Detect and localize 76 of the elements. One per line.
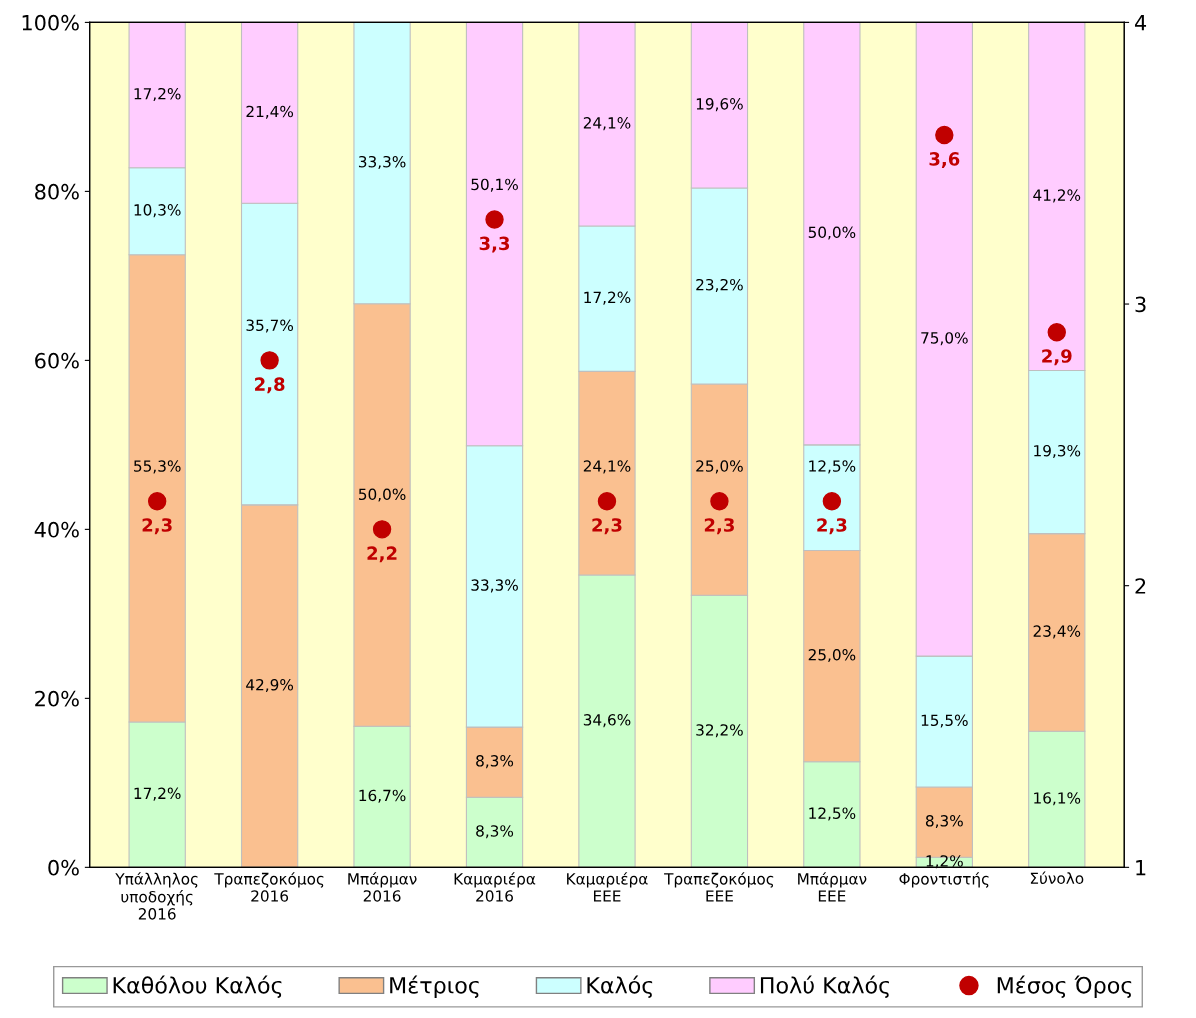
data-label: 1,2% bbox=[926, 855, 963, 869]
data-label: 2,3 bbox=[592, 518, 622, 535]
x-tick-label: Σύνολο bbox=[1030, 871, 1084, 885]
data-label: 41,2% bbox=[1033, 189, 1081, 203]
data-label: 8,3% bbox=[925, 815, 963, 829]
x-tick-label: Καμαριέρα ΕΕΕ bbox=[567, 872, 648, 902]
x-tick-label: Υπάλληλος υποδοχής 2016 bbox=[115, 872, 198, 920]
data-label: 75,0% bbox=[921, 332, 968, 346]
x-tick-label: Καμαριέρα 2016 bbox=[454, 872, 536, 902]
x-tick-label: Μπάρμαν ΕΕΕ bbox=[798, 872, 867, 902]
data-label: 21,4% bbox=[246, 105, 294, 119]
data-label: 25,0% bbox=[808, 648, 856, 663]
x-tick-label: Μπάρμαν 2016 bbox=[348, 872, 417, 902]
data-label: 8,3% bbox=[476, 825, 514, 839]
data-label: 15,5% bbox=[921, 714, 968, 728]
point bbox=[597, 491, 617, 511]
point bbox=[147, 491, 167, 511]
y-tick-label: 20% bbox=[35, 690, 79, 707]
data-label: 17,2% bbox=[134, 787, 181, 801]
data-label: 17,2% bbox=[134, 87, 181, 102]
x-tick-label: Τραπεζοκόμος ΕΕΕ bbox=[664, 872, 774, 902]
y2-tick-label: 1 bbox=[1136, 860, 1146, 876]
point bbox=[710, 491, 729, 511]
data-label: 2,2 bbox=[367, 546, 397, 563]
legend-label: Πολύ Καλός bbox=[760, 975, 889, 998]
x-tick-label: Φροντιστής bbox=[899, 872, 989, 888]
x-tick-label: Τραπεζοκόμος 2016 bbox=[214, 872, 324, 902]
data-label: 33,3% bbox=[358, 155, 406, 170]
data-label: 23,2% bbox=[696, 278, 743, 293]
data-label: 2,9 bbox=[1042, 349, 1072, 366]
data-label: 33,3% bbox=[471, 579, 518, 593]
data-label: 32,2% bbox=[696, 724, 743, 738]
data-label: 12,5% bbox=[809, 807, 856, 821]
data-label: 2,8 bbox=[255, 377, 285, 394]
data-label: 23,4% bbox=[1033, 625, 1081, 639]
data-label: 10,3% bbox=[134, 204, 181, 218]
legend-label: Καλός bbox=[587, 975, 653, 998]
legend-label: Καθόλου Καλός bbox=[113, 975, 282, 998]
data-label: 34,6% bbox=[583, 714, 631, 728]
point bbox=[822, 491, 842, 511]
y-tick-label: 0% bbox=[48, 859, 79, 876]
data-label: 50,0% bbox=[808, 226, 856, 240]
y2-tick-label: 2 bbox=[1135, 578, 1146, 594]
data-label: 8,3% bbox=[476, 755, 514, 769]
point bbox=[485, 210, 504, 229]
point bbox=[935, 125, 954, 145]
data-label: 50,0% bbox=[358, 488, 406, 502]
data-label: 3,3 bbox=[479, 236, 510, 253]
data-label: 35,7% bbox=[246, 319, 294, 333]
data-label: 19,6% bbox=[696, 98, 743, 112]
data-label: 42,9% bbox=[246, 678, 294, 693]
data-label: 2,3 bbox=[817, 518, 847, 535]
y2-tick-label: 3 bbox=[1135, 296, 1146, 313]
data-label: 17,2% bbox=[584, 291, 631, 305]
data-label: 12,5% bbox=[809, 460, 856, 474]
data-label: 16,7% bbox=[359, 789, 406, 803]
data-label: 19,3% bbox=[1034, 444, 1081, 459]
legend-label: Μέτριος bbox=[390, 975, 479, 998]
y-tick-label: 80% bbox=[35, 183, 79, 200]
y-tick-label: 40% bbox=[34, 521, 79, 538]
y-tick-label: 60% bbox=[35, 352, 79, 369]
data-label: 2,3 bbox=[704, 518, 734, 535]
point bbox=[260, 351, 279, 370]
point bbox=[1047, 323, 1066, 342]
data-label: 2,3 bbox=[142, 518, 172, 535]
data-label: 24,1% bbox=[583, 460, 631, 474]
legend-label: Μέσος Όρος bbox=[997, 975, 1132, 998]
data-label: 50,1% bbox=[471, 178, 518, 192]
data-label: 55,3% bbox=[134, 460, 181, 474]
data-label: 16,1% bbox=[1034, 792, 1081, 806]
y-tick-label: 100% bbox=[22, 14, 79, 31]
point bbox=[372, 520, 392, 539]
data-label: 3,6 bbox=[929, 152, 960, 169]
data-label: 24,1% bbox=[583, 117, 631, 131]
data-label: 25,0% bbox=[696, 460, 743, 474]
y2-tick-label: 4 bbox=[1134, 15, 1147, 31]
